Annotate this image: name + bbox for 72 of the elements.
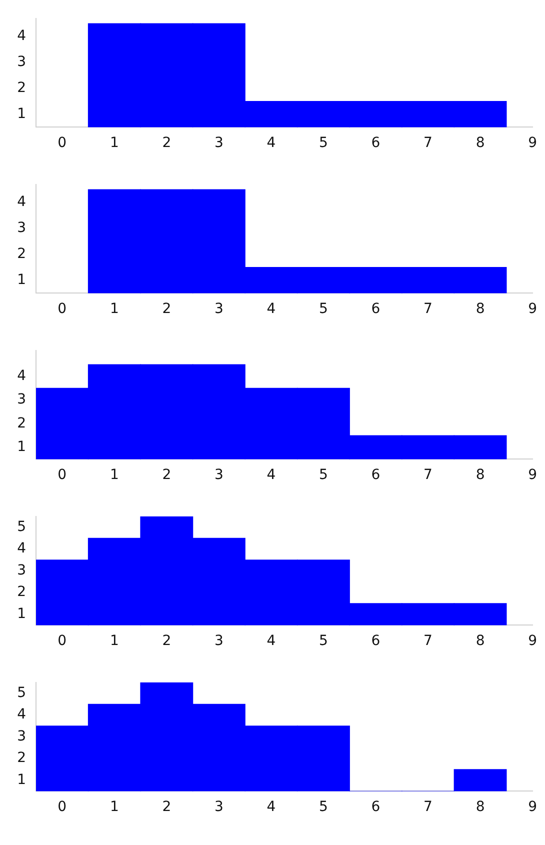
x-tick-label: 9 bbox=[528, 301, 538, 318]
x-tick-label: 7 bbox=[424, 301, 432, 318]
x-tick-label: 3 bbox=[214, 633, 224, 650]
y-tick-label: 3 bbox=[17, 54, 26, 70]
x-tick-label: 9 bbox=[528, 135, 538, 152]
y-tick-label: 3 bbox=[17, 562, 26, 578]
x-tick-label: 3 bbox=[214, 799, 224, 816]
x-tick-label: 6 bbox=[371, 135, 380, 152]
y-tick-label: 4 bbox=[17, 706, 26, 723]
x-tick-label: 4 bbox=[266, 467, 276, 484]
x-tick-label: 9 bbox=[528, 799, 538, 816]
x-tick-label: 0 bbox=[58, 135, 67, 152]
y-tick-label: 3 bbox=[17, 392, 26, 408]
y-tick-label: 2 bbox=[17, 246, 26, 262]
x-tick-label: 6 bbox=[371, 301, 380, 318]
x-tick-label: 9 bbox=[528, 633, 538, 650]
x-tick-label: 8 bbox=[476, 799, 485, 816]
x-tick-label: 4 bbox=[266, 301, 276, 318]
x-tick-label: 4 bbox=[266, 799, 276, 816]
y-tick-label: 3 bbox=[17, 220, 26, 236]
x-tick-label: 2 bbox=[162, 633, 172, 650]
x-tick-label: 1 bbox=[110, 135, 119, 152]
x-tick-label: 5 bbox=[319, 633, 328, 650]
x-tick-label: 0 bbox=[58, 467, 67, 484]
x-tick-label: 1 bbox=[110, 301, 119, 318]
y-tick-label: 1 bbox=[17, 772, 26, 788]
x-tick-label: 2 bbox=[162, 301, 172, 318]
x-tick-label: 0 bbox=[58, 301, 67, 318]
x-tick-label: 8 bbox=[476, 301, 485, 318]
y-tick-label: 2 bbox=[17, 750, 26, 766]
x-tick-label: 5 bbox=[319, 135, 328, 152]
y-tick-label: 5 bbox=[17, 518, 26, 535]
x-tick-label: 2 bbox=[162, 467, 172, 484]
x-tick-label: 5 bbox=[319, 467, 328, 484]
x-tick-label: 7 bbox=[424, 633, 432, 650]
y-tick-label: 4 bbox=[17, 368, 26, 384]
x-tick-label: 1 bbox=[110, 467, 119, 484]
x-tick-label: 5 bbox=[319, 301, 328, 318]
x-tick-label: 7 bbox=[424, 799, 432, 816]
x-tick-label: 8 bbox=[476, 135, 485, 152]
x-tick-label: 2 bbox=[162, 135, 172, 152]
x-tick-label: 4 bbox=[266, 633, 276, 650]
y-tick-label: 1 bbox=[17, 606, 26, 622]
x-tick-label: 8 bbox=[476, 467, 485, 484]
x-tick-label: 3 bbox=[214, 135, 224, 152]
x-tick-label: 6 bbox=[371, 467, 380, 484]
x-tick-label: 0 bbox=[58, 799, 67, 816]
y-tick-label: 2 bbox=[17, 415, 26, 432]
y-tick-label: 4 bbox=[17, 28, 26, 44]
x-tick-label: 8 bbox=[476, 633, 485, 650]
x-tick-label: 1 bbox=[110, 799, 119, 816]
x-tick-label: 6 bbox=[371, 799, 380, 816]
y-tick-label: 3 bbox=[17, 728, 26, 744]
y-tick-label: 1 bbox=[17, 272, 26, 288]
x-tick-label: 3 bbox=[214, 467, 224, 484]
x-tick-label: 7 bbox=[424, 467, 432, 484]
y-tick-label: 5 bbox=[17, 684, 26, 701]
y-tick-label: 4 bbox=[17, 194, 26, 210]
x-tick-label: 5 bbox=[319, 799, 328, 816]
x-tick-label: 1 bbox=[110, 633, 119, 650]
x-tick-label: 3 bbox=[214, 301, 224, 318]
x-tick-label: 7 bbox=[424, 135, 432, 152]
x-tick-label: 2 bbox=[162, 799, 172, 816]
x-tick-label: 6 bbox=[371, 633, 380, 650]
x-tick-label: 4 bbox=[266, 135, 276, 152]
x-tick-label: 0 bbox=[58, 633, 67, 650]
x-tick-label: 9 bbox=[528, 467, 538, 484]
y-tick-label: 2 bbox=[17, 584, 26, 600]
y-tick-label: 2 bbox=[17, 80, 26, 96]
y-tick-label: 4 bbox=[17, 540, 26, 557]
y-tick-label: 1 bbox=[17, 439, 26, 456]
y-tick-label: 1 bbox=[17, 106, 26, 122]
